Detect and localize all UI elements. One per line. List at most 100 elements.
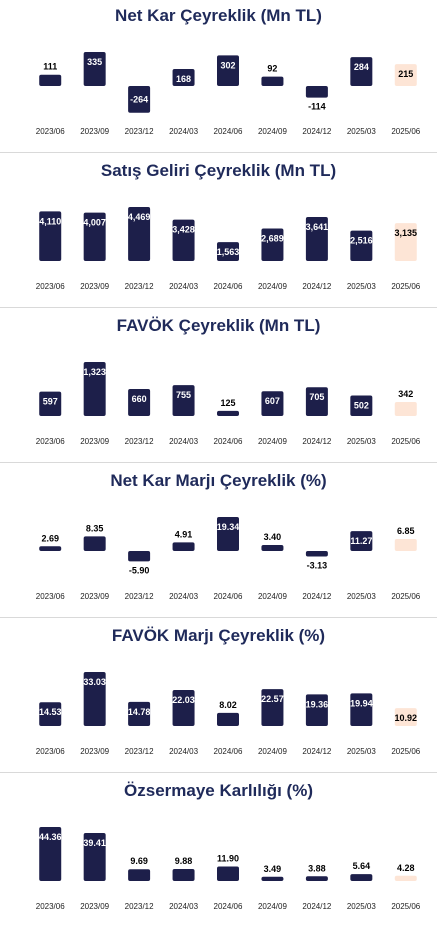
bar-2024-03 <box>172 68 195 86</box>
x-tick-label: 2024/12 <box>302 902 331 911</box>
data-label: 9.69 <box>130 856 148 866</box>
bar-2025-06 <box>394 223 417 261</box>
bar-chart-svg: 14.53 2023/06 33.03 2023/09 14.78 2023/12 22.0… <box>36 672 421 756</box>
data-label: -5.90 <box>129 565 150 575</box>
data-label: 125 <box>220 398 235 408</box>
data-label: 19.34 <box>217 522 240 532</box>
bar-2024-06 <box>217 712 239 726</box>
data-label: 22.03 <box>172 695 195 705</box>
x-tick-label: 2023/06 <box>36 282 65 291</box>
x-tick-label: 2025/06 <box>391 592 420 601</box>
bar-2025-06 <box>394 875 417 881</box>
data-label: 10.92 <box>395 713 418 723</box>
x-tick-label: 2024/12 <box>302 282 331 291</box>
chart-title: FAVÖK Marjı Çeyreklik (%) <box>111 626 326 645</box>
bar-2025-03 <box>350 57 373 86</box>
x-tick-label: 2024/03 <box>169 437 198 446</box>
data-label: 502 <box>354 401 369 411</box>
data-label: 755 <box>176 390 191 400</box>
bar-2025-06 <box>394 708 417 726</box>
data-label: 1,563 <box>217 247 240 257</box>
data-label: 8.35 <box>86 523 104 533</box>
bar-2023-06 <box>39 391 62 416</box>
x-tick-label: 2023/06 <box>36 127 65 136</box>
x-tick-label: 2024/09 <box>258 747 287 756</box>
data-label: 2.69 <box>41 533 59 543</box>
data-label: 111 <box>43 62 57 72</box>
x-tick-label: 2025/06 <box>391 747 420 756</box>
x-tick-label: 2023/09 <box>80 282 109 291</box>
bar-2024-06 <box>217 866 239 881</box>
data-label: 6.85 <box>397 526 415 536</box>
data-label: 342 <box>398 389 413 399</box>
x-tick-label: 2025/06 <box>391 902 420 911</box>
x-tick-label: 2025/03 <box>347 437 376 446</box>
bar-2025-06 <box>394 402 417 416</box>
panel-divider <box>0 307 437 308</box>
x-tick-label: 2025/03 <box>347 592 376 601</box>
bar-2023-12 <box>128 389 151 416</box>
data-label: 14.78 <box>128 707 151 717</box>
bar-2023-06 <box>39 211 62 261</box>
bar-2023-09 <box>83 52 106 86</box>
bar-2023-12 <box>128 86 151 113</box>
chart-title: FAVÖK Çeyreklik (Mn TL) <box>116 316 321 335</box>
bar-2023-06 <box>39 74 62 86</box>
x-tick-label: 2025/03 <box>347 282 376 291</box>
x-tick-label: 2023/12 <box>125 747 154 756</box>
data-label: 4,110 <box>39 216 61 226</box>
data-label: 4.91 <box>175 529 193 539</box>
chart-panel-4: Net Kar Marjı Çeyreklik (%) 2.69 2023/06 8.… <box>0 465 437 615</box>
bar-2024-09 <box>261 545 284 551</box>
data-label: 3.88 <box>308 863 326 873</box>
x-tick-label: 2023/12 <box>125 592 154 601</box>
bar-2025-03 <box>350 874 373 881</box>
chart-panel-1: Net Kar Çeyreklik (Mn TL) 111 2023/06 335 20… <box>0 0 437 150</box>
x-tick-label: 2023/09 <box>80 437 109 446</box>
x-tick-label: 2023/06 <box>36 902 65 911</box>
data-label: 8.02 <box>219 700 237 710</box>
data-label: 1,323 <box>83 367 106 377</box>
x-tick-label: 2025/03 <box>347 747 376 756</box>
data-label: 11.27 <box>350 536 372 546</box>
data-label: 4,007 <box>83 218 106 228</box>
bar-2024-03 <box>172 689 195 726</box>
data-label: 3.49 <box>264 864 282 874</box>
bar-2023-09 <box>83 833 106 881</box>
data-label: 3,428 <box>172 225 195 235</box>
data-label: -264 <box>130 94 148 104</box>
bar-2024-09 <box>261 391 284 416</box>
x-tick-label: 2023/09 <box>80 747 109 756</box>
bar-2023-09 <box>83 362 106 416</box>
data-label: 4.28 <box>397 863 415 873</box>
data-label: 22.57 <box>261 694 284 704</box>
bar-2024-12 <box>305 387 328 416</box>
x-tick-label: 2024/12 <box>302 127 331 136</box>
bar-2025-03 <box>350 531 373 551</box>
bar-2024-12 <box>305 551 328 557</box>
x-tick-label: 2025/06 <box>391 127 420 136</box>
x-tick-label: 2024/03 <box>169 902 198 911</box>
chart-title: Özsermaye Karlılığı (%) <box>124 781 313 800</box>
data-label: 2,516 <box>350 236 373 246</box>
chart-panel-2: Satış Geliri Çeyreklik (Mn TL) 4,110 2023/… <box>0 155 437 305</box>
x-tick-label: 2024/09 <box>258 127 287 136</box>
bar-2023-12 <box>128 551 151 562</box>
bar-2023-09 <box>83 536 106 551</box>
x-tick-label: 2023/09 <box>80 127 109 136</box>
bar-2024-12 <box>305 694 328 726</box>
data-label: 215 <box>398 69 413 79</box>
x-tick-label: 2024/12 <box>302 437 331 446</box>
x-tick-label: 2024/06 <box>214 747 243 756</box>
x-tick-label: 2023/12 <box>125 127 154 136</box>
data-label: -3.13 <box>307 561 328 571</box>
bar-2023-06 <box>39 702 62 726</box>
x-tick-label: 2025/03 <box>347 127 376 136</box>
data-label: 9.88 <box>175 856 193 866</box>
bar-2023-09 <box>83 212 106 261</box>
x-tick-label: 2023/12 <box>125 282 154 291</box>
x-tick-label: 2024/06 <box>214 902 243 911</box>
data-label: 4,469 <box>128 212 151 222</box>
data-label: 39.41 <box>83 838 106 848</box>
x-tick-label: 2024/09 <box>258 282 287 291</box>
